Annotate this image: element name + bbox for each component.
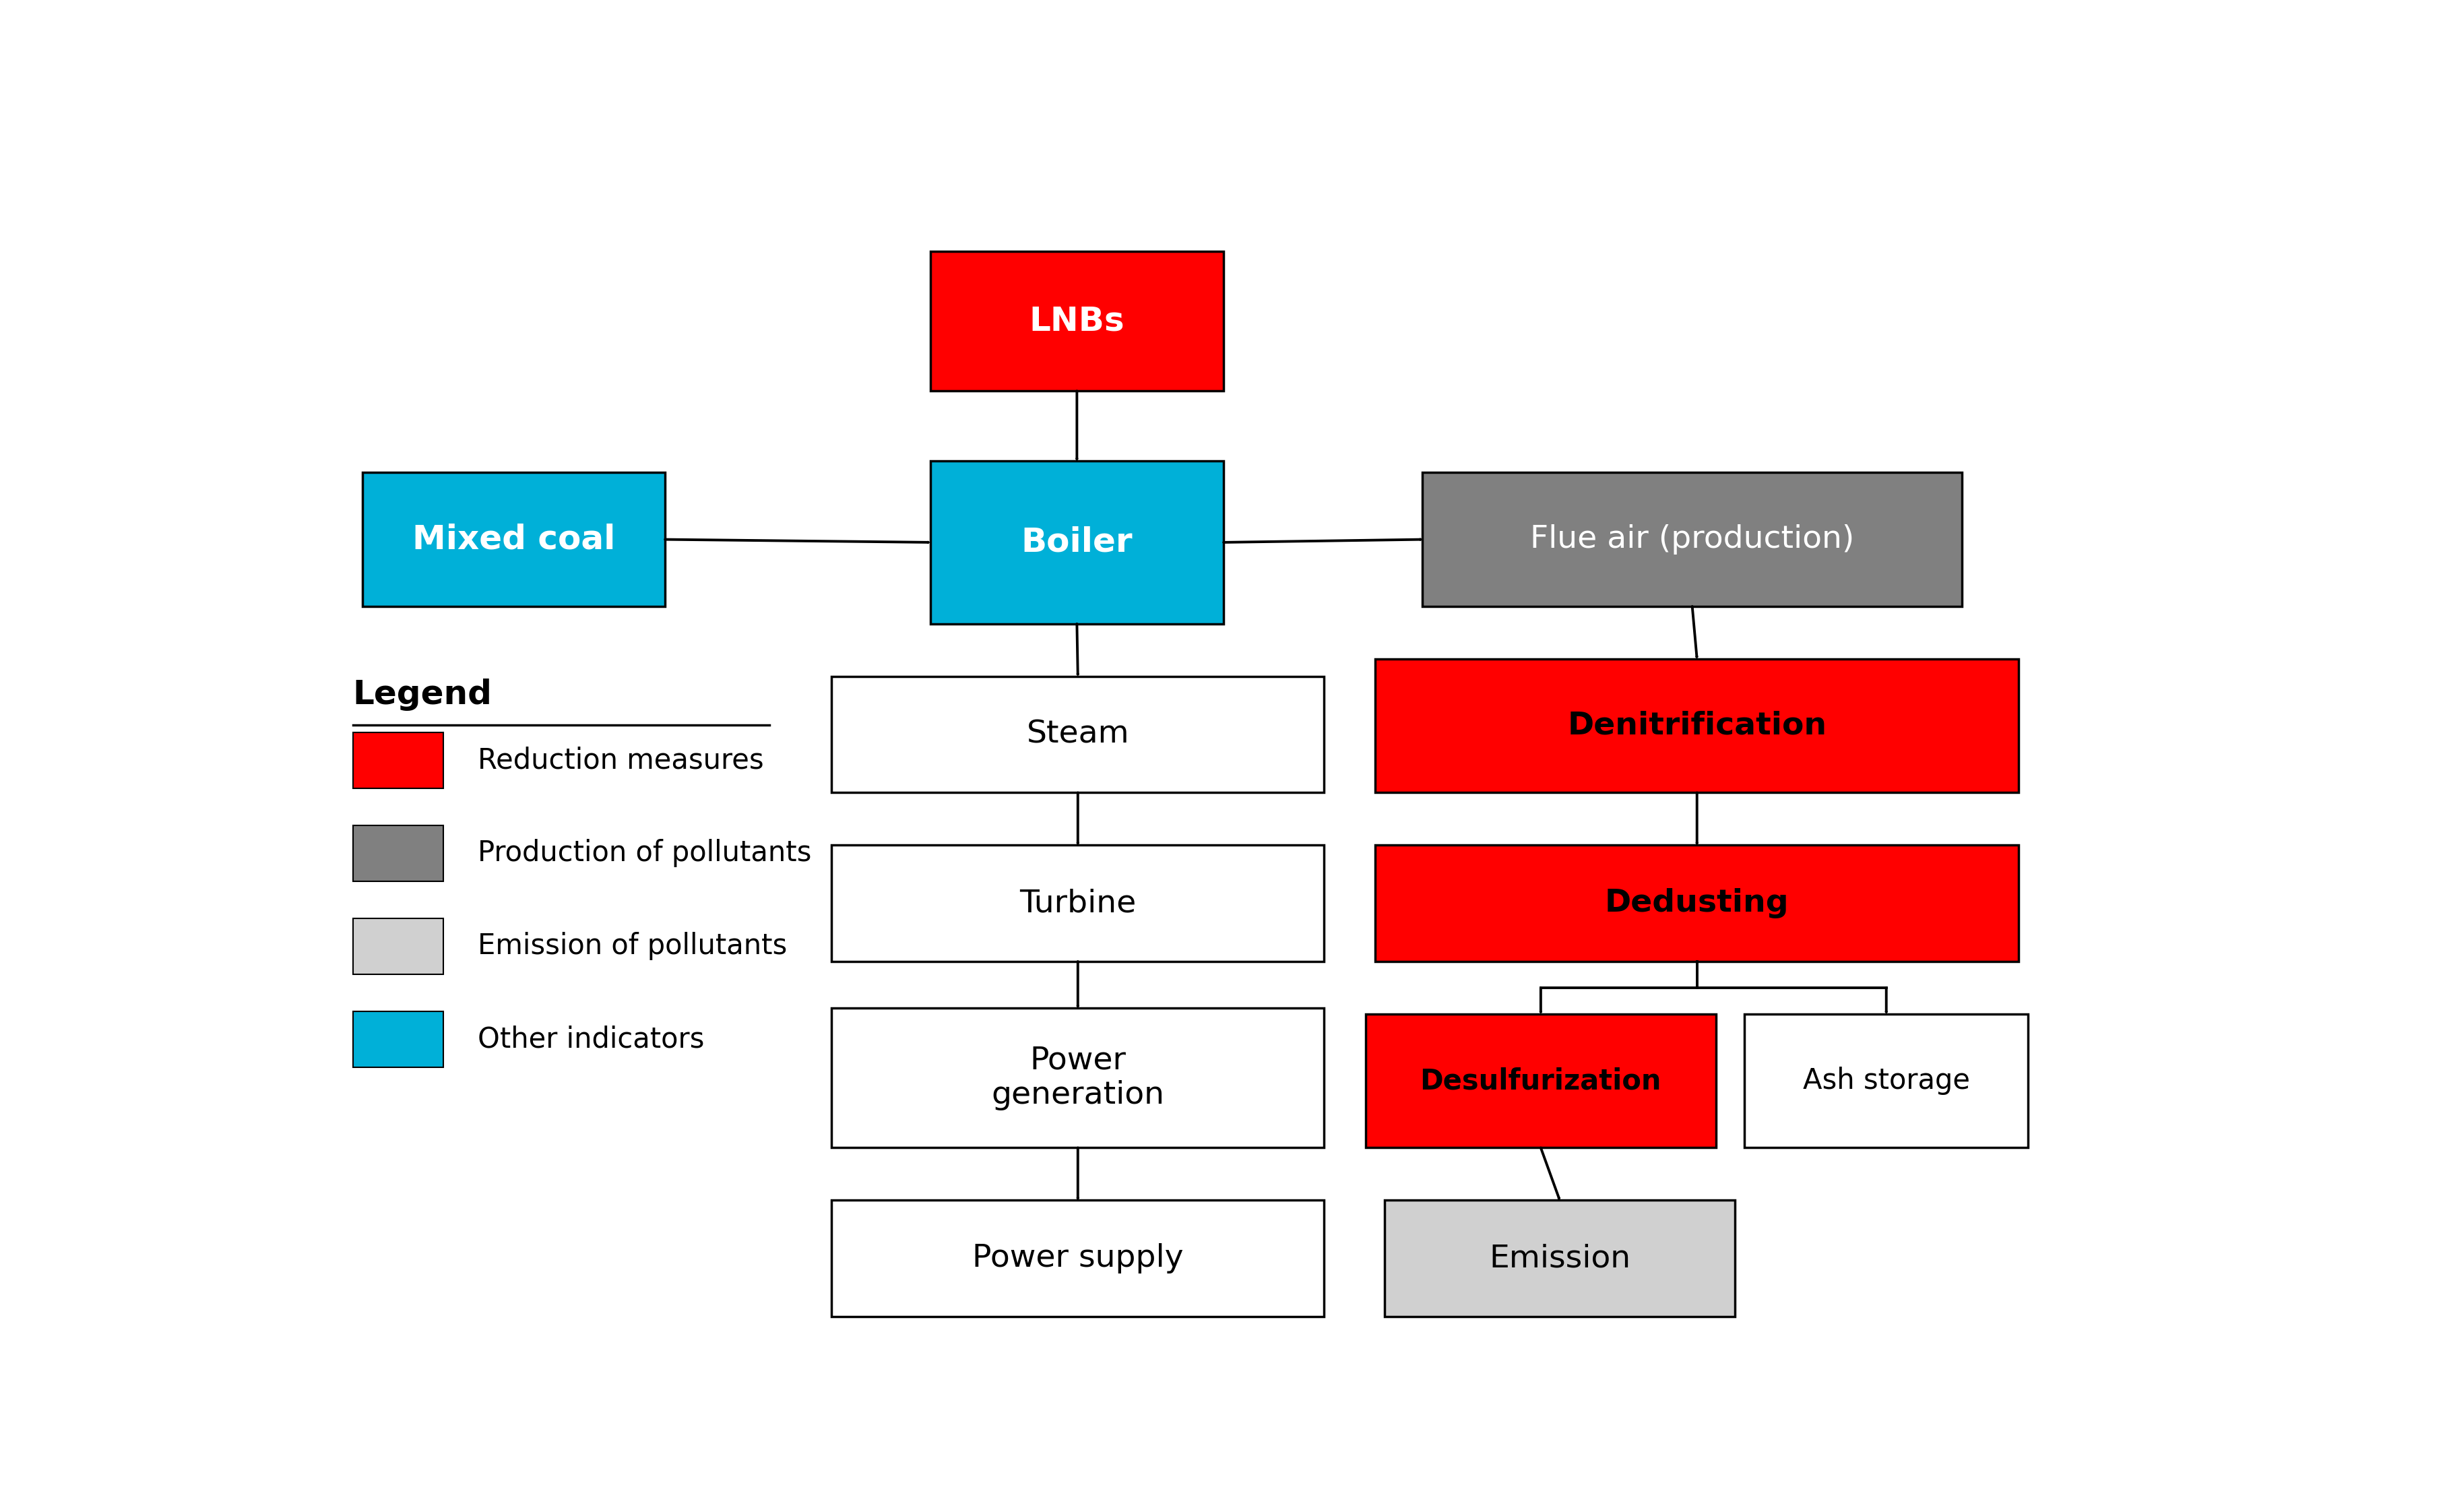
FancyBboxPatch shape — [1366, 1015, 1715, 1148]
FancyBboxPatch shape — [352, 1012, 445, 1067]
Text: Desulfurization: Desulfurization — [1419, 1066, 1661, 1095]
FancyBboxPatch shape — [931, 461, 1224, 624]
Text: Flue air (production): Flue air (production) — [1529, 525, 1854, 555]
FancyBboxPatch shape — [831, 676, 1324, 792]
Text: Emission of pollutants: Emission of pollutants — [479, 933, 787, 960]
FancyBboxPatch shape — [931, 251, 1224, 392]
Text: Power supply: Power supply — [972, 1243, 1182, 1273]
Text: Production of pollutants: Production of pollutants — [479, 839, 811, 868]
Text: Legend: Legend — [352, 679, 491, 711]
FancyBboxPatch shape — [831, 1009, 1324, 1148]
FancyBboxPatch shape — [352, 826, 445, 881]
FancyBboxPatch shape — [831, 1201, 1324, 1317]
Text: Other indicators: Other indicators — [479, 1025, 704, 1054]
Text: Dedusting: Dedusting — [1605, 888, 1788, 918]
FancyBboxPatch shape — [1375, 659, 2018, 792]
FancyBboxPatch shape — [1375, 845, 2018, 962]
Text: Ash storage: Ash storage — [1803, 1066, 1969, 1095]
Text: LNBs: LNBs — [1029, 305, 1124, 337]
Text: Mixed coal: Mixed coal — [413, 523, 616, 555]
Text: Emission: Emission — [1488, 1243, 1629, 1273]
FancyBboxPatch shape — [831, 845, 1324, 962]
Text: Reduction measures: Reduction measures — [479, 745, 765, 774]
FancyBboxPatch shape — [362, 472, 664, 606]
FancyBboxPatch shape — [352, 918, 445, 974]
FancyBboxPatch shape — [1422, 472, 1962, 606]
Text: Steam: Steam — [1026, 720, 1129, 750]
Text: Boiler: Boiler — [1021, 526, 1134, 558]
FancyBboxPatch shape — [352, 732, 445, 788]
FancyBboxPatch shape — [1385, 1201, 1735, 1317]
FancyBboxPatch shape — [1744, 1015, 2028, 1148]
Text: Turbine: Turbine — [1019, 888, 1136, 918]
Text: Denitrification: Denitrification — [1568, 711, 1827, 741]
Text: Power
generation: Power generation — [992, 1045, 1165, 1111]
